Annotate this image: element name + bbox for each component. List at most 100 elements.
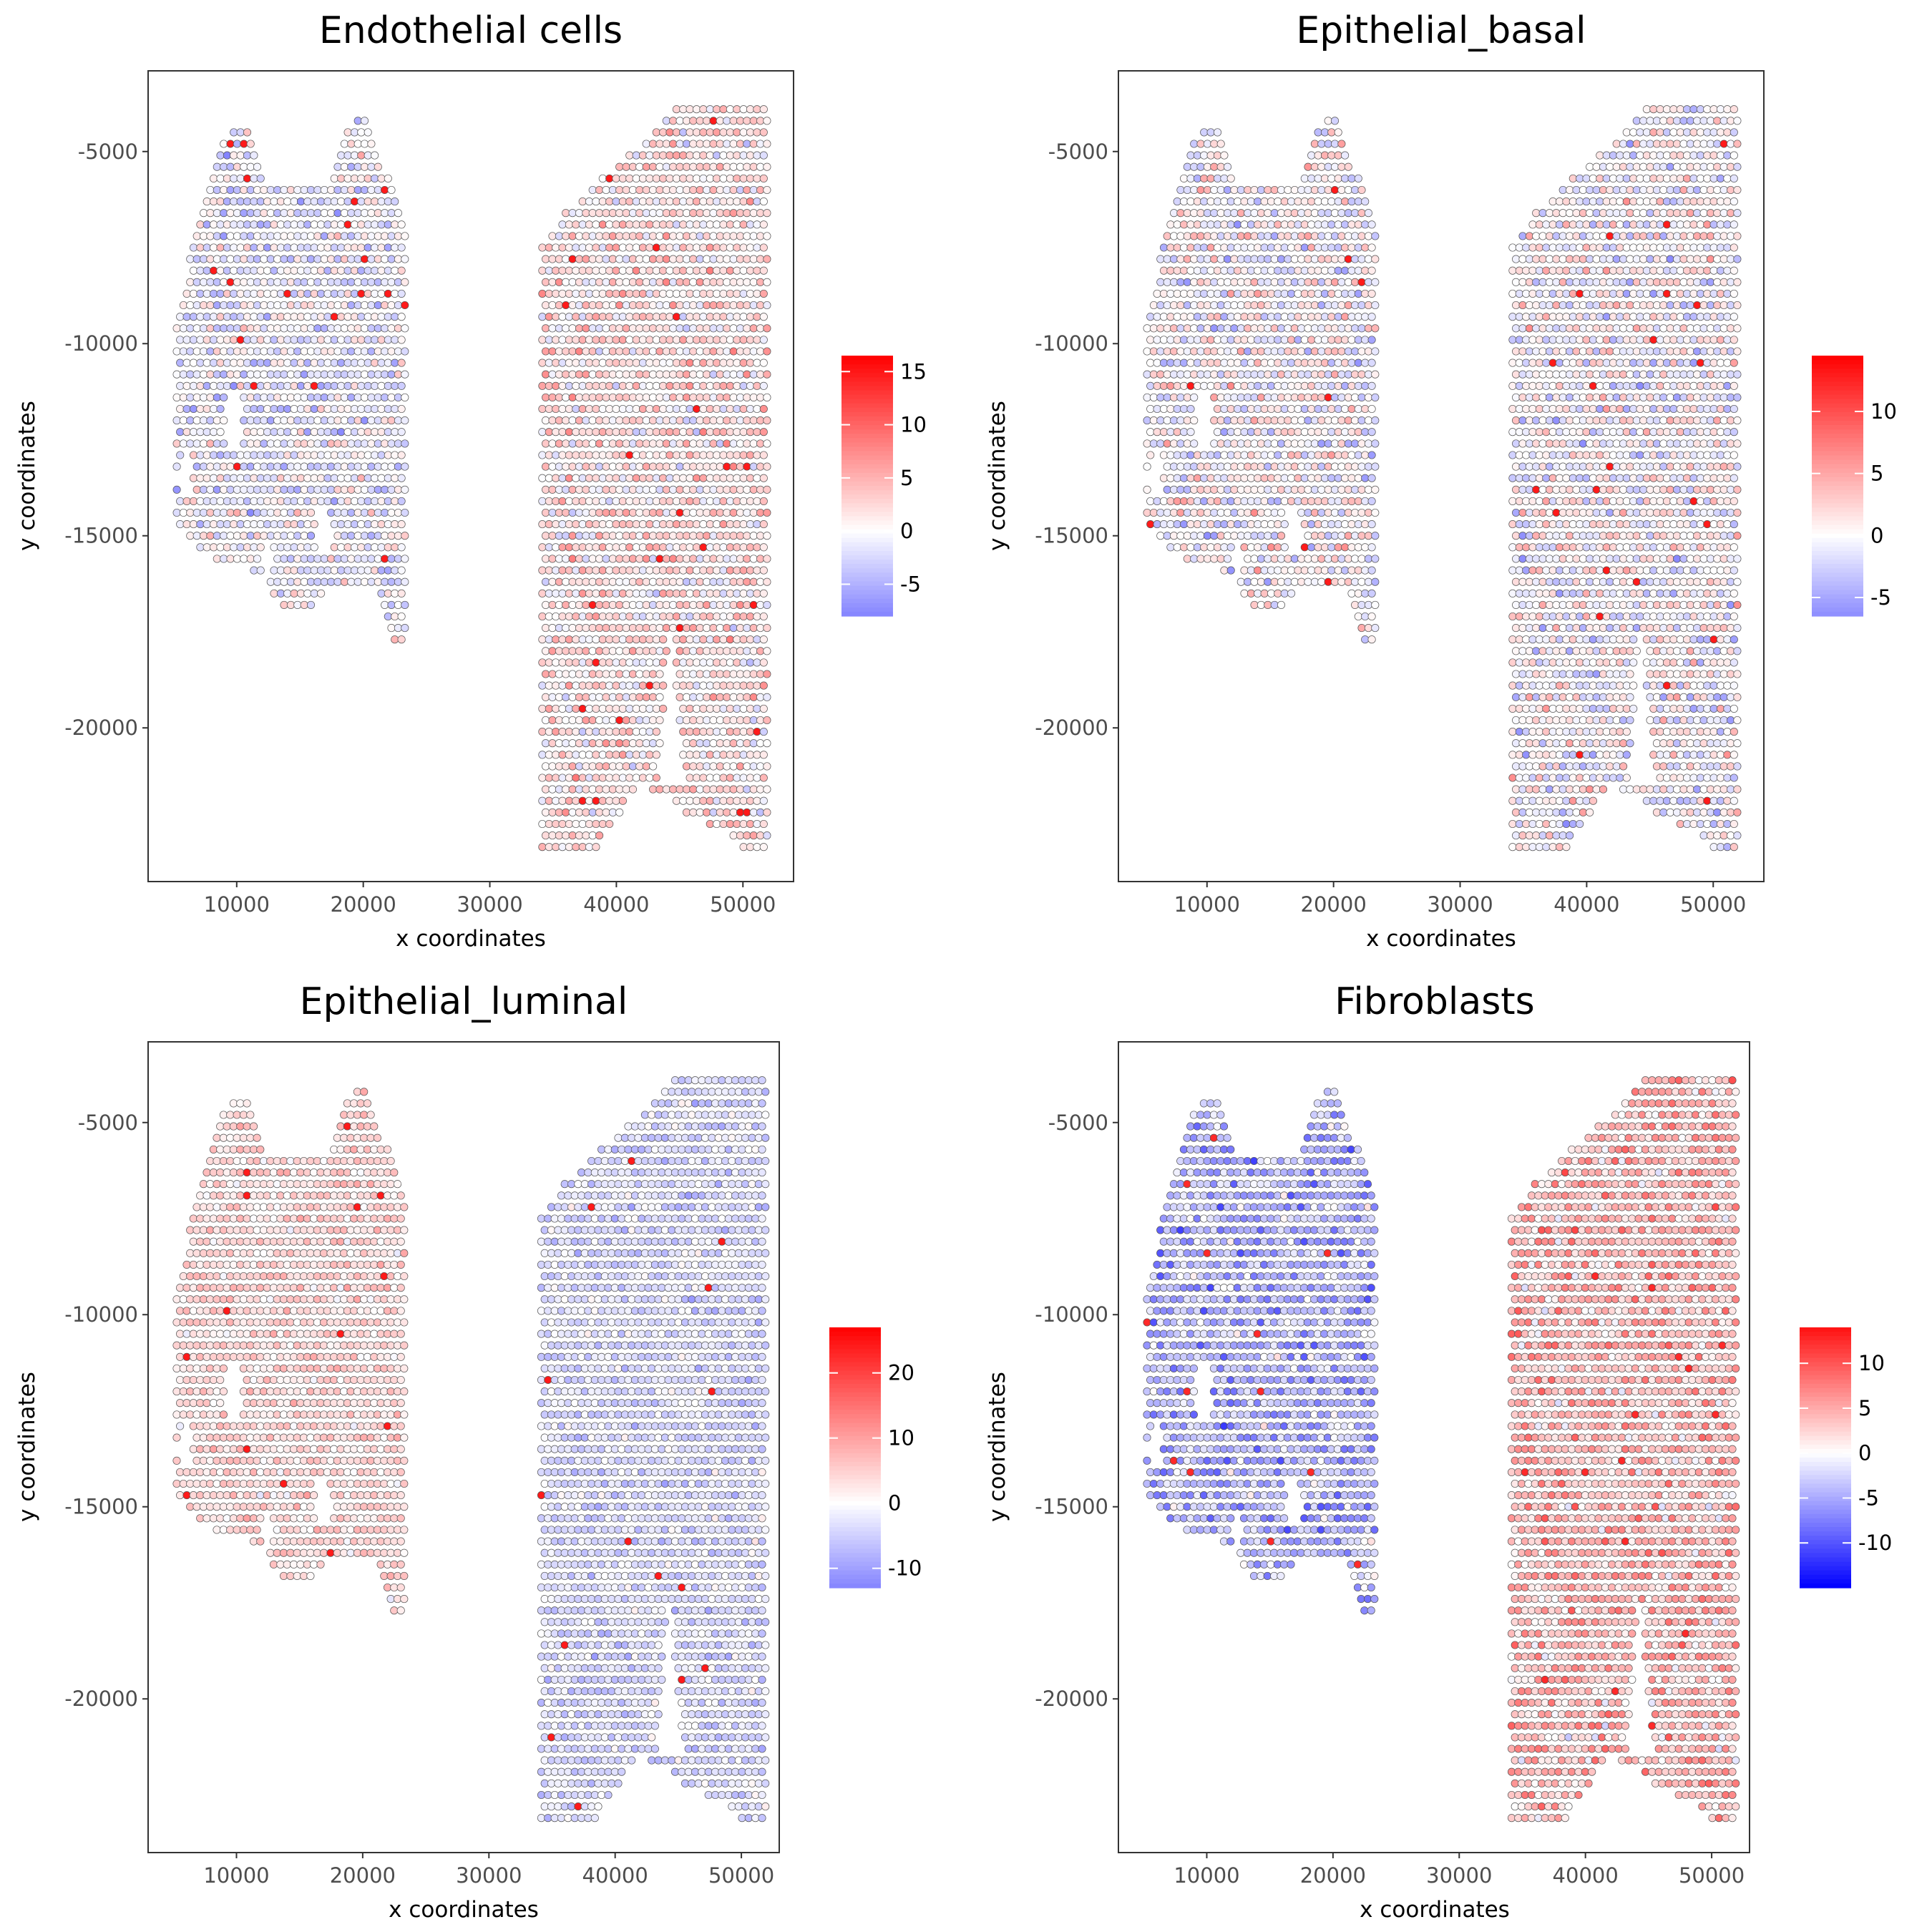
data-point bbox=[555, 462, 563, 471]
data-point bbox=[357, 151, 366, 160]
data-point bbox=[1193, 151, 1201, 160]
data-point bbox=[192, 416, 201, 425]
data-point bbox=[1341, 313, 1350, 321]
data-point bbox=[699, 751, 708, 759]
data-point bbox=[665, 404, 674, 414]
data-point bbox=[686, 220, 694, 229]
data-point bbox=[233, 370, 241, 379]
data-point bbox=[1180, 266, 1189, 275]
data-point bbox=[320, 577, 328, 586]
data-point bbox=[1706, 162, 1715, 171]
data-point bbox=[1696, 289, 1704, 298]
data-point bbox=[763, 739, 771, 748]
data-point bbox=[726, 381, 734, 390]
data-point bbox=[182, 313, 191, 321]
data-point bbox=[1234, 428, 1242, 436]
data-point bbox=[256, 243, 265, 252]
data-point bbox=[598, 704, 607, 713]
data-point bbox=[1159, 336, 1169, 344]
data-point bbox=[1297, 370, 1306, 379]
data-point bbox=[672, 381, 680, 390]
data-point bbox=[1270, 301, 1279, 310]
data-point bbox=[333, 255, 342, 263]
data-point bbox=[1294, 358, 1302, 367]
data-point bbox=[1572, 347, 1581, 356]
data-point bbox=[327, 577, 336, 586]
data-point bbox=[377, 313, 386, 321]
data-point bbox=[206, 370, 215, 379]
data-point bbox=[655, 508, 664, 517]
data-point bbox=[615, 600, 624, 609]
data-point bbox=[1320, 313, 1330, 321]
data-point bbox=[1186, 289, 1195, 298]
data-point bbox=[618, 497, 627, 505]
data-point bbox=[1538, 370, 1547, 379]
data-point bbox=[729, 185, 738, 195]
data-point bbox=[1626, 416, 1634, 425]
data-point bbox=[296, 381, 306, 390]
data-point bbox=[1250, 324, 1259, 333]
data-point bbox=[276, 428, 285, 436]
data-point bbox=[1190, 416, 1199, 425]
data-point bbox=[588, 209, 597, 218]
data-point bbox=[1713, 370, 1722, 379]
data-point bbox=[266, 532, 275, 540]
data-point bbox=[703, 577, 711, 586]
data-point bbox=[622, 209, 630, 218]
data-point bbox=[1234, 289, 1242, 298]
data-point bbox=[602, 693, 610, 701]
data-point bbox=[1284, 209, 1292, 218]
data-point bbox=[233, 324, 241, 333]
data-point bbox=[682, 762, 691, 771]
data-point bbox=[250, 243, 258, 252]
data-point bbox=[632, 681, 640, 690]
data-point bbox=[588, 370, 597, 379]
data-point bbox=[1673, 370, 1682, 379]
data-point bbox=[1652, 162, 1662, 171]
data-point bbox=[1609, 197, 1618, 206]
data-point bbox=[625, 428, 634, 436]
data-point bbox=[582, 693, 590, 701]
data-point bbox=[1686, 278, 1694, 286]
data-point bbox=[1636, 151, 1644, 160]
data-point bbox=[333, 162, 342, 171]
data-point bbox=[189, 358, 198, 367]
plot-frame bbox=[147, 70, 794, 882]
data-point bbox=[578, 520, 587, 529]
data-point bbox=[582, 555, 590, 563]
data-point bbox=[347, 462, 356, 471]
data-point bbox=[384, 336, 392, 344]
data-point bbox=[1344, 209, 1352, 218]
data-point bbox=[1354, 289, 1362, 298]
data-point bbox=[1304, 301, 1312, 310]
data-point bbox=[1629, 197, 1638, 206]
data-point bbox=[1649, 197, 1658, 206]
data-point bbox=[293, 324, 302, 333]
data-point bbox=[1314, 428, 1322, 436]
data-point bbox=[572, 704, 580, 713]
data-point bbox=[739, 543, 748, 552]
data-point bbox=[1716, 289, 1725, 298]
data-point bbox=[733, 358, 741, 367]
data-point bbox=[303, 289, 312, 298]
data-point bbox=[746, 704, 755, 713]
data-point bbox=[1180, 336, 1189, 344]
data-point bbox=[1693, 140, 1702, 148]
data-point bbox=[1727, 324, 1735, 333]
data-point bbox=[1649, 381, 1658, 390]
data-point bbox=[1341, 404, 1350, 414]
data-point bbox=[692, 220, 701, 229]
data-point bbox=[203, 243, 211, 252]
data-point bbox=[1327, 266, 1336, 275]
data-point bbox=[759, 381, 768, 390]
data-point bbox=[659, 566, 668, 575]
data-point bbox=[283, 358, 292, 367]
data-point bbox=[672, 404, 680, 414]
data-point bbox=[1193, 220, 1201, 229]
data-point bbox=[572, 404, 580, 414]
data-point bbox=[327, 462, 336, 471]
data-point bbox=[689, 485, 698, 494]
data-point bbox=[595, 555, 604, 563]
data-point bbox=[612, 451, 620, 459]
data-point bbox=[1596, 197, 1604, 206]
